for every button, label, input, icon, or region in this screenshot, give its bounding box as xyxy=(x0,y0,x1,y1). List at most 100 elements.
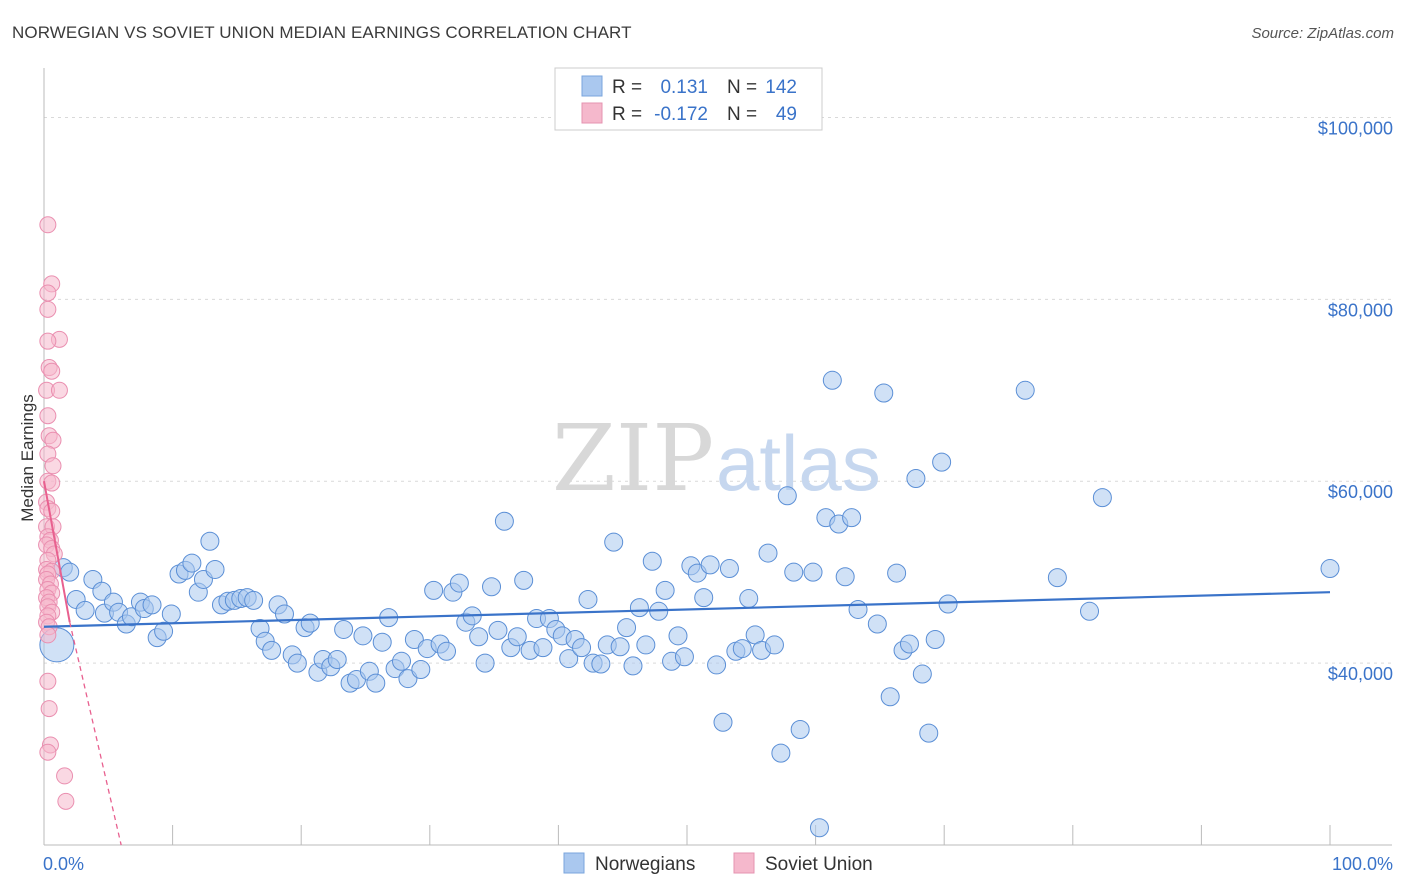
data-point-norwegians xyxy=(867,614,887,634)
legend-r-label: R = xyxy=(612,104,642,125)
data-point-norwegians xyxy=(75,600,95,620)
grid-lines xyxy=(44,116,1392,664)
data-point-norwegians xyxy=(1320,559,1340,579)
data-point-norwegians xyxy=(906,469,926,489)
legend-r-value: 0.131 xyxy=(660,77,708,98)
data-point-norwegians xyxy=(938,594,958,614)
data-point-soviet-union xyxy=(40,700,58,718)
data-point-soviet-union xyxy=(44,457,62,475)
series-norwegians xyxy=(39,370,1340,838)
trend-lines xyxy=(43,481,1331,846)
source-label: Source: ZipAtlas.com xyxy=(1251,25,1394,42)
data-point-norwegians xyxy=(514,570,534,590)
data-point-norwegians xyxy=(475,653,495,673)
data-point-norwegians xyxy=(874,383,894,403)
legend-n-label: N = xyxy=(727,104,757,125)
watermark: ZIP atlas xyxy=(552,405,881,512)
chart-title: NORWEGIAN VS SOVIET UNION MEDIAN EARNING… xyxy=(12,23,632,42)
data-point-norwegians xyxy=(424,580,444,600)
x-tick-label: 0.0% xyxy=(43,854,84,874)
data-point-norwegians xyxy=(182,553,202,573)
data-point-norwegians xyxy=(932,452,952,472)
data-point-norwegians xyxy=(777,486,797,506)
trend-line-soviet-union xyxy=(43,481,71,623)
data-point-norwegians xyxy=(719,559,739,579)
legend-n-value: 49 xyxy=(776,104,797,125)
data-point-norwegians xyxy=(674,647,694,667)
data-point-soviet-union xyxy=(39,743,57,761)
data-point-norwegians xyxy=(642,551,662,571)
data-point-norwegians xyxy=(392,651,412,671)
data-point-norwegians xyxy=(353,626,373,646)
data-point-norwegians xyxy=(713,712,733,732)
data-point-norwegians xyxy=(533,638,553,658)
legend-r-value: -0.172 xyxy=(654,104,708,125)
data-point-norwegians xyxy=(764,635,784,655)
data-point-norwegians xyxy=(205,559,225,579)
data-point-norwegians xyxy=(591,654,611,674)
data-point-norwegians xyxy=(300,613,320,633)
legend-n-value: 142 xyxy=(765,77,797,98)
data-point-norwegians xyxy=(732,639,752,659)
data-point-norwegians xyxy=(404,629,424,649)
data-point-norwegians xyxy=(92,581,112,601)
data-point-soviet-union xyxy=(50,381,68,399)
legend-swatch-soviet-union xyxy=(581,102,603,124)
data-point-norwegians xyxy=(809,818,829,838)
data-point-norwegians xyxy=(835,567,855,587)
data-point-norwegians xyxy=(366,673,386,693)
y-tick-label: $60,000 xyxy=(1328,482,1393,502)
x-tick-labels: 0.0% 100.0% xyxy=(43,854,1393,874)
y-tick-labels: $40,000 $60,000 $80,000 $100,000 xyxy=(1318,118,1393,684)
data-point-norwegians xyxy=(334,619,354,639)
data-point-norwegians xyxy=(559,649,579,669)
data-point-norwegians xyxy=(327,649,347,669)
data-point-norwegians xyxy=(578,589,598,609)
data-point-norwegians xyxy=(636,635,656,655)
bottom-legend-soviet-union: Soviet Union xyxy=(765,854,873,875)
data-point-norwegians xyxy=(1080,601,1100,621)
data-point-norwegians xyxy=(262,640,282,660)
data-point-soviet-union xyxy=(39,672,57,690)
data-point-norwegians xyxy=(784,562,804,582)
data-point-soviet-union xyxy=(43,502,61,520)
legend-swatch-norwegians xyxy=(581,75,603,97)
y-axis-label: Median Earnings xyxy=(18,394,37,522)
watermark-atlas: atlas xyxy=(716,419,881,507)
data-point-norwegians xyxy=(437,641,457,661)
data-point-norwegians xyxy=(60,562,80,582)
data-point-norwegians xyxy=(507,627,527,647)
data-point-norwegians xyxy=(287,653,307,673)
data-point-norwegians xyxy=(848,599,868,619)
data-point-norwegians xyxy=(411,659,431,679)
data-point-norwegians xyxy=(925,629,945,649)
data-point-soviet-union xyxy=(39,284,57,302)
data-point-soviet-union xyxy=(39,216,57,234)
data-point-norwegians xyxy=(739,589,759,609)
data-point-norwegians xyxy=(398,669,418,689)
data-point-norwegians xyxy=(482,577,502,597)
series-soviet-union xyxy=(38,216,75,810)
data-point-norwegians xyxy=(771,743,791,763)
data-point-norwegians xyxy=(572,638,592,658)
y-tick-label: $80,000 xyxy=(1328,300,1393,320)
data-point-norwegians xyxy=(449,573,469,593)
data-point-norwegians xyxy=(655,580,675,600)
bottom-legend-swatch-norwegians xyxy=(563,852,585,874)
data-point-soviet-union xyxy=(56,767,74,785)
data-point-norwegians xyxy=(488,620,508,640)
data-point-norwegians xyxy=(700,555,720,575)
data-point-norwegians xyxy=(887,563,907,583)
data-point-norwegians xyxy=(912,664,932,684)
data-point-norwegians xyxy=(758,543,778,563)
data-point-norwegians xyxy=(707,655,727,675)
data-point-norwegians xyxy=(668,626,688,646)
data-point-norwegians xyxy=(880,687,900,707)
data-point-soviet-union xyxy=(43,362,61,380)
data-point-norwegians xyxy=(604,532,624,552)
data-point-norwegians xyxy=(372,632,392,652)
bottom-legend: Norwegians Soviet Union xyxy=(563,852,873,875)
data-point-soviet-union xyxy=(39,300,57,318)
data-point-norwegians xyxy=(1015,380,1035,400)
